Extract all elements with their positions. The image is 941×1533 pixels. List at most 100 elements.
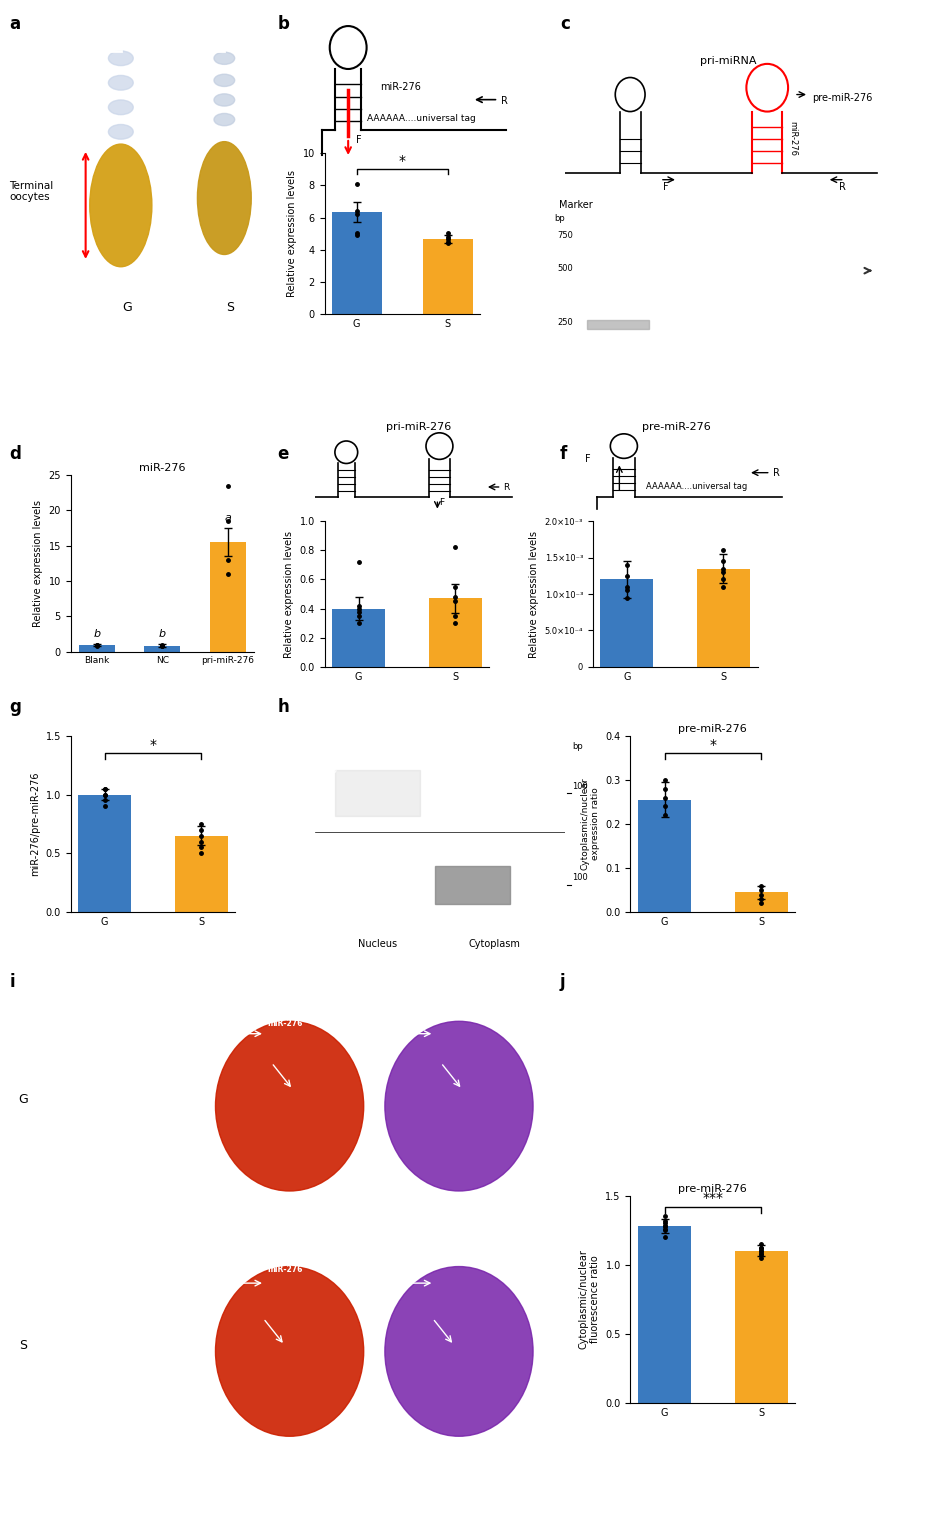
Text: miR-276: miR-276	[380, 83, 422, 92]
Text: F: F	[585, 454, 591, 464]
Bar	[332, 609, 385, 667]
Bar	[429, 598, 482, 667]
Text: R: R	[503, 483, 510, 492]
Text: bp: bp	[554, 215, 565, 224]
Text: S: S	[20, 1338, 27, 1352]
Text: Terminal
oocytes: Terminal oocytes	[9, 181, 54, 202]
Text: a: a	[9, 15, 21, 34]
Text: Nucleus: Nucleus	[90, 1254, 131, 1263]
Text: F: F	[662, 182, 668, 192]
Text: d: d	[9, 445, 22, 463]
Text: g: g	[9, 698, 22, 716]
Text: G: G	[19, 1093, 28, 1107]
Text: e: e	[278, 445, 289, 463]
Text: pri-miRNA: pri-miRNA	[700, 55, 757, 66]
Text: Nucleus: Nucleus	[90, 1009, 131, 1018]
Text: 750: 750	[557, 231, 573, 241]
Text: *: *	[150, 737, 156, 751]
Text: a: a	[224, 514, 231, 523]
Text: b: b	[278, 15, 290, 34]
Ellipse shape	[214, 94, 234, 106]
Text: 18S: 18S	[323, 869, 343, 878]
Bar	[341, 774, 415, 812]
Text: F: F	[439, 498, 444, 507]
Bar	[735, 892, 788, 912]
Bar	[435, 866, 510, 904]
Text: c: c	[560, 15, 569, 34]
Text: 100: 100	[572, 872, 588, 881]
Text: pre-
miR-276: pre- miR-276	[267, 1254, 302, 1274]
Title: miR-276: miR-276	[139, 463, 185, 474]
Text: Merge: Merge	[438, 1009, 470, 1018]
Text: *: *	[399, 153, 406, 167]
Text: AAAAAA....universal tag: AAAAAA....universal tag	[367, 113, 475, 123]
Bar	[210, 543, 246, 652]
Title: pre-miR-276: pre-miR-276	[678, 1183, 747, 1194]
Bar	[735, 1251, 788, 1403]
Bar	[706, 262, 824, 281]
Ellipse shape	[214, 52, 234, 64]
Text: R: R	[773, 468, 780, 478]
Ellipse shape	[385, 1021, 533, 1191]
Ellipse shape	[214, 74, 234, 86]
Text: pre-miR-276: pre-miR-276	[812, 94, 872, 103]
Text: b: b	[93, 629, 101, 639]
Text: h: h	[278, 698, 289, 716]
Bar	[587, 233, 666, 244]
Y-axis label: Relative expression levels: Relative expression levels	[529, 530, 539, 658]
Text: 250: 250	[557, 319, 573, 328]
Ellipse shape	[215, 1021, 363, 1191]
Text: Cytoplasm: Cytoplasm	[469, 938, 520, 949]
Bar	[144, 645, 181, 652]
Text: *: *	[710, 737, 716, 751]
Text: AAAAAA....universal tag: AAAAAA....universal tag	[646, 481, 748, 491]
Ellipse shape	[108, 100, 134, 115]
Ellipse shape	[108, 75, 134, 90]
Text: j: j	[560, 973, 566, 992]
Y-axis label: miR-276/pre-miR-276: miR-276/pre-miR-276	[30, 771, 40, 877]
Text: 100: 100	[572, 782, 588, 791]
Bar	[175, 835, 228, 912]
Bar	[697, 569, 750, 667]
Title: pre-miR-276: pre-miR-276	[678, 724, 747, 734]
Bar	[331, 212, 382, 314]
Bar	[79, 645, 115, 652]
Bar	[600, 579, 653, 667]
Text: pri-miR-276: pri-miR-276	[386, 422, 452, 432]
Bar	[638, 1226, 691, 1403]
Text: 500: 500	[557, 264, 573, 273]
Y-axis label: Relative expression levels: Relative expression levels	[33, 500, 42, 627]
Text: pre-miR-276: pre-miR-276	[642, 422, 710, 432]
Text: S: S	[227, 300, 234, 314]
Bar	[423, 239, 473, 314]
Text: G: G	[122, 300, 132, 314]
Text: bp: bp	[572, 742, 582, 751]
Y-axis label: Relative expression levels: Relative expression levels	[287, 170, 297, 297]
Text: R: R	[501, 97, 508, 106]
Ellipse shape	[108, 124, 134, 140]
Text: U6: U6	[323, 765, 337, 776]
Ellipse shape	[198, 141, 251, 254]
Y-axis label: Cytoplasmic/nuclear
fluorescence ratio: Cytoplasmic/nuclear fluorescence ratio	[578, 1249, 599, 1349]
Ellipse shape	[214, 113, 234, 126]
Text: f: f	[560, 445, 567, 463]
Ellipse shape	[385, 1266, 533, 1436]
Text: b: b	[159, 630, 166, 639]
Ellipse shape	[215, 1266, 363, 1436]
Text: Nucleus: Nucleus	[358, 938, 397, 949]
Text: i: i	[9, 973, 15, 992]
Text: Merge: Merge	[438, 1254, 470, 1263]
Bar	[638, 800, 691, 912]
Bar	[78, 794, 131, 912]
Text: Marker: Marker	[559, 201, 593, 210]
Ellipse shape	[89, 144, 152, 267]
Text: F: F	[356, 135, 361, 144]
Y-axis label: Cytoplasmic/nuclear
expression ratio: Cytoplasmic/nuclear expression ratio	[581, 777, 599, 871]
Text: ***: ***	[702, 1191, 724, 1205]
Bar	[587, 264, 678, 277]
Text: R: R	[838, 182, 846, 192]
Y-axis label: Relative expression levels: Relative expression levels	[284, 530, 294, 658]
Text: miR-276: miR-276	[788, 121, 797, 156]
Bar	[335, 770, 420, 816]
Text: pre-
miR-276: pre- miR-276	[267, 1009, 302, 1029]
